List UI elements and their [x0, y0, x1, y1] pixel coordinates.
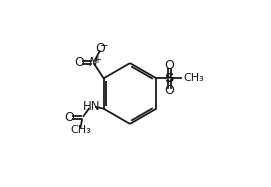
- Text: O: O: [164, 84, 175, 97]
- Text: O: O: [164, 59, 175, 72]
- Text: CH₃: CH₃: [183, 73, 204, 83]
- Text: O: O: [64, 111, 75, 124]
- Text: −: −: [100, 41, 109, 51]
- Text: S: S: [165, 72, 174, 85]
- Text: O: O: [75, 56, 85, 69]
- Text: +: +: [93, 55, 101, 65]
- Text: HN: HN: [83, 100, 101, 113]
- Text: O: O: [96, 42, 105, 55]
- Text: CH₃: CH₃: [70, 125, 91, 135]
- Text: $N$: $N$: [88, 56, 99, 69]
